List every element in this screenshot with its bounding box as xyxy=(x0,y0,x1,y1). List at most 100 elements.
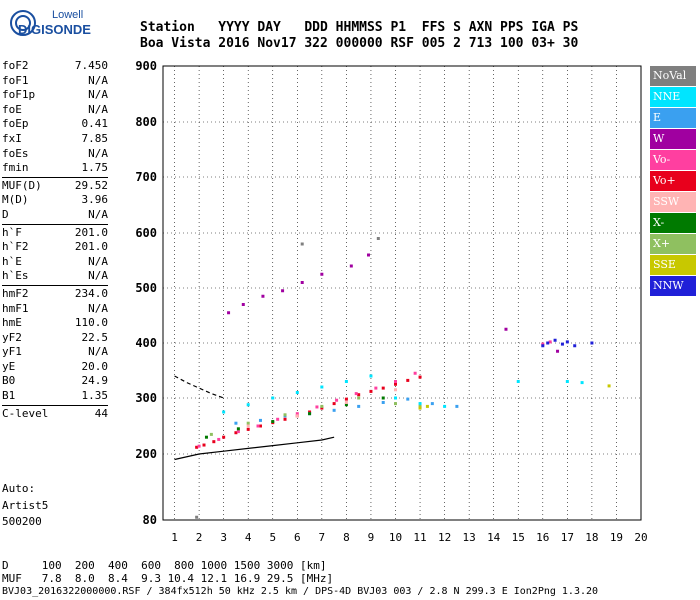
data-point xyxy=(234,421,238,425)
param-value: N/A xyxy=(88,269,108,283)
data-point xyxy=(504,327,508,331)
param-name: foF1p xyxy=(2,88,36,102)
x-tick-label: 15 xyxy=(512,531,525,544)
data-point xyxy=(295,412,299,416)
data-point xyxy=(212,440,216,444)
param-value: 0.41 xyxy=(81,117,109,131)
data-point xyxy=(202,443,206,447)
data-point xyxy=(320,272,324,276)
data-point xyxy=(315,405,319,409)
footer-distance-row: D 100 200 400 600 800 1000 1500 3000 [km… xyxy=(2,559,327,572)
param-value: 7.450 xyxy=(74,59,108,72)
data-point xyxy=(381,400,385,404)
legend-item: X+ xyxy=(650,234,696,254)
data-point xyxy=(222,410,226,414)
x-tick-label: 10 xyxy=(389,531,402,544)
data-point xyxy=(335,398,339,402)
data-point xyxy=(344,403,348,407)
param-value: 7.85 xyxy=(81,131,109,145)
data-point xyxy=(580,381,584,385)
y-tick-label: 400 xyxy=(135,336,157,350)
auto-code: 500200 xyxy=(2,515,42,528)
param-name: fmin xyxy=(2,161,29,175)
data-point xyxy=(283,413,287,417)
chart-marks xyxy=(195,237,611,519)
data-point xyxy=(246,427,250,431)
data-point xyxy=(197,444,201,448)
data-point xyxy=(261,294,265,298)
param-row: B0 24.9 xyxy=(2,374,108,389)
y-tick-label: 600 xyxy=(135,226,157,240)
data-point xyxy=(394,380,397,383)
data-point xyxy=(394,388,397,392)
param-value: 1.75 xyxy=(81,161,109,175)
data-point xyxy=(308,410,312,414)
x-tick-label: 19 xyxy=(610,531,623,544)
param-name: C-level xyxy=(2,406,49,420)
legend-item: NNE xyxy=(650,87,696,107)
footer-muf-row: MUF 7.8 8.0 8.4 9.3 10.4 12.1 16.9 29.5 … xyxy=(2,572,334,585)
param-value: N/A xyxy=(88,146,108,160)
param-row: yF1 N/A xyxy=(2,345,108,360)
data-point xyxy=(374,386,378,390)
data-point xyxy=(320,406,324,410)
data-point xyxy=(344,380,348,383)
logo-line1: Lowell xyxy=(52,9,84,21)
data-point xyxy=(425,404,429,408)
data-point xyxy=(258,424,262,428)
x-tick-label: 7 xyxy=(319,531,326,544)
digisonde-logo: Lowell DIGISONDE xyxy=(6,6,126,40)
data-point xyxy=(236,427,240,431)
param-group-4: hmF2 234.0 hmF1 N/A hmE 110.0 yF2 22.5 yF1 N/A yE 2… xyxy=(2,287,108,404)
param-value: 234.0 xyxy=(74,286,108,300)
chart-ticks: 1 2 3 4 5 6 7 8 9 10 11 12 13 14 15 16 17 18 19 20802003004… xyxy=(135,59,647,544)
data-point xyxy=(418,375,422,379)
x-tick-label: 17 xyxy=(561,531,574,544)
data-point xyxy=(222,435,226,439)
data-point xyxy=(573,344,577,348)
data-point xyxy=(376,237,380,240)
data-point xyxy=(443,404,447,408)
data-point xyxy=(357,393,361,397)
param-row: yF2 22.5 xyxy=(2,331,108,346)
divider xyxy=(2,404,108,406)
x-tick-label: 5 xyxy=(269,531,276,544)
param-value: 24.9 xyxy=(81,374,109,388)
param-value: N/A xyxy=(88,345,108,359)
logo-line2: DIGISONDE xyxy=(18,22,91,37)
x-tick-label: 20 xyxy=(634,531,647,544)
divider xyxy=(2,284,108,286)
param-row: D N/A xyxy=(2,208,108,223)
legend-item: E xyxy=(650,108,696,128)
data-point xyxy=(195,445,199,449)
legend-item: Vo- xyxy=(650,150,696,170)
data-point xyxy=(394,396,397,400)
param-row: foF1 N/A xyxy=(2,74,108,89)
data-point xyxy=(227,311,231,315)
data-point xyxy=(295,414,299,418)
param-row: hmE 110.0 xyxy=(2,316,108,331)
x-tick-label: 4 xyxy=(245,531,252,544)
param-value: 22.5 xyxy=(81,330,109,344)
param-value: 20.0 xyxy=(81,359,109,373)
param-name: B0 xyxy=(2,374,16,388)
param-name: foEs xyxy=(2,146,29,160)
divider xyxy=(2,223,108,225)
param-value: 201.0 xyxy=(74,225,108,239)
data-point xyxy=(369,389,373,393)
data-point xyxy=(369,374,373,378)
param-row: h`Es N/A xyxy=(2,269,108,284)
data-point xyxy=(394,402,397,406)
param-name: hmF1 xyxy=(2,301,29,315)
legend: NoVal NNE E W Vo- Vo+ SSW X- X+ SSE NNW xyxy=(650,66,696,297)
data-point xyxy=(418,406,422,410)
param-row: foE N/A xyxy=(2,103,108,118)
param-row: foEp 0.41 xyxy=(2,117,108,132)
x-tick-label: 18 xyxy=(585,531,598,544)
data-point xyxy=(256,424,260,428)
param-row: yE 20.0 xyxy=(2,360,108,375)
data-point xyxy=(344,400,348,404)
data-point xyxy=(430,402,434,406)
param-name: foEp xyxy=(2,117,29,131)
